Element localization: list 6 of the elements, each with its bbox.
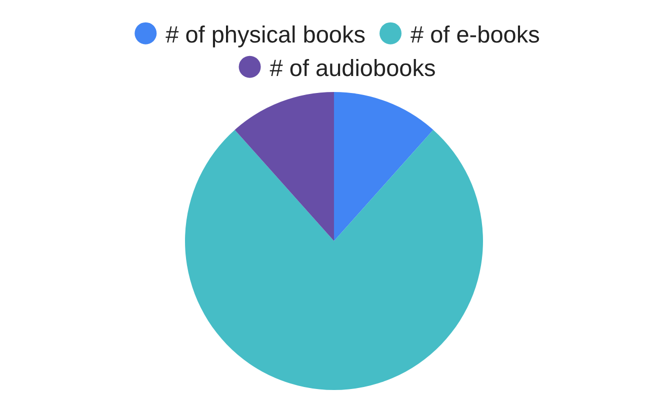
pie-slice bbox=[234, 92, 334, 241]
legend-label: # of audiobooks bbox=[270, 55, 436, 82]
legend-label: # of e-books bbox=[410, 21, 540, 48]
pie-slice bbox=[334, 92, 434, 241]
legend-label: # of physical books bbox=[166, 21, 366, 48]
pie-slice bbox=[185, 130, 483, 390]
